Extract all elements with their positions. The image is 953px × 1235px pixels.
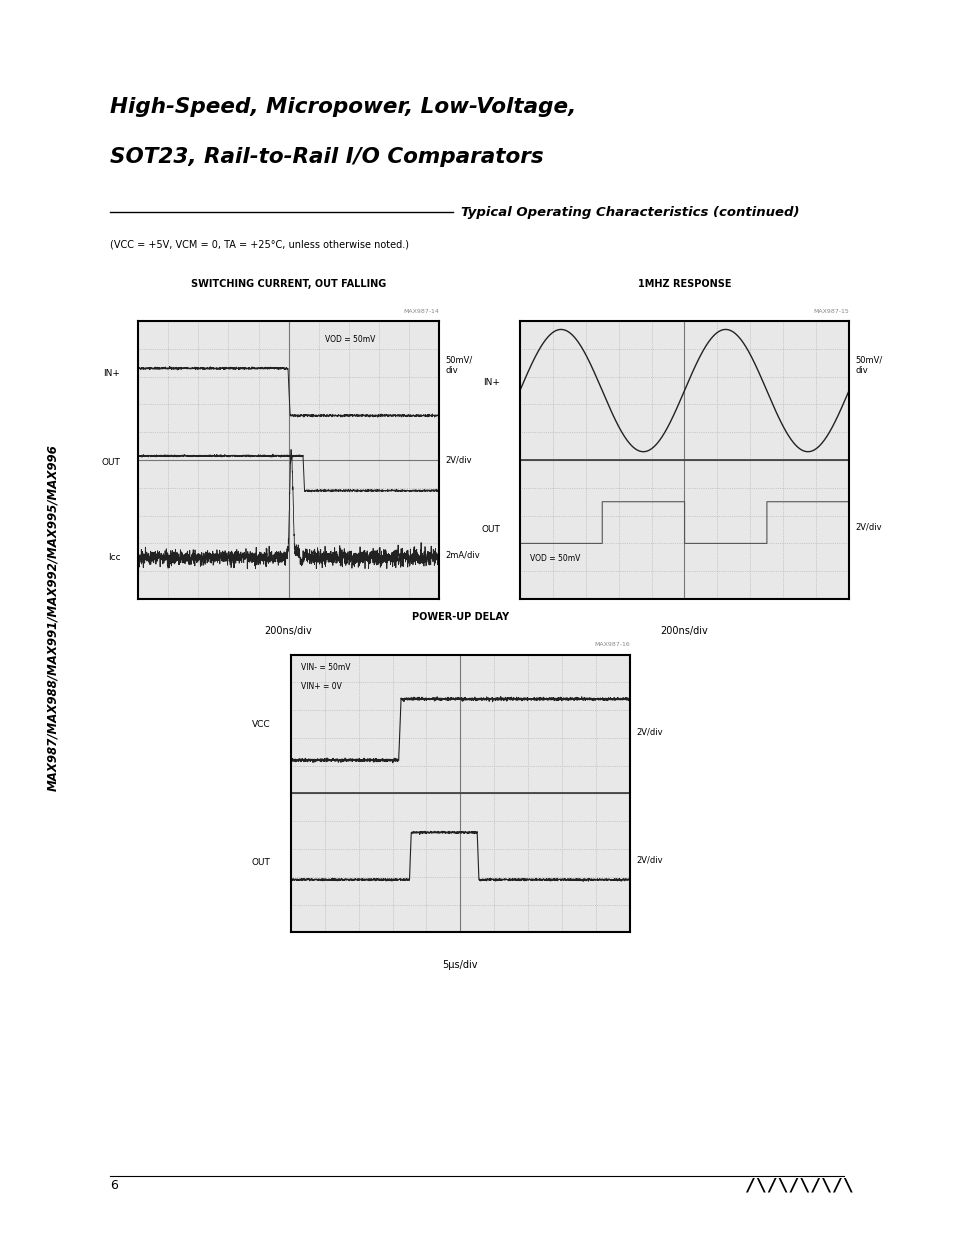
Text: IN+: IN+	[103, 369, 120, 378]
Text: POWER-UP DELAY: POWER-UP DELAY	[412, 613, 508, 622]
Text: SWITCHING CURRENT, OUT FALLING: SWITCHING CURRENT, OUT FALLING	[191, 279, 386, 289]
Text: 2V/div: 2V/div	[855, 522, 882, 531]
Text: VIN+ = 0V: VIN+ = 0V	[301, 683, 341, 692]
Text: 1MHZ RESPONSE: 1MHZ RESPONSE	[637, 279, 731, 289]
Text: 50mV/
div: 50mV/ div	[855, 356, 882, 375]
Text: MAX987-14: MAX987-14	[402, 309, 438, 314]
Text: OUT: OUT	[481, 525, 499, 534]
Text: 50mV/
div: 50mV/ div	[445, 356, 473, 375]
Text: OUT: OUT	[252, 858, 271, 867]
Text: /\/\/\/\/\: /\/\/\/\/\	[744, 1177, 853, 1194]
Text: MAX987-16: MAX987-16	[594, 642, 629, 647]
Text: High-Speed, Micropower, Low-Voltage,: High-Speed, Micropower, Low-Voltage,	[110, 98, 576, 117]
Text: 200ns/div: 200ns/div	[659, 626, 708, 636]
Text: (VCC = +5V, VCM = 0, TA = +25°C, unless otherwise noted.): (VCC = +5V, VCM = 0, TA = +25°C, unless …	[110, 240, 408, 249]
Text: Icc: Icc	[108, 553, 120, 562]
Text: Typical Operating Characteristics (continued): Typical Operating Characteristics (conti…	[460, 206, 799, 219]
Text: VIN- = 50mV: VIN- = 50mV	[301, 663, 351, 672]
Text: MAX987-15: MAX987-15	[813, 309, 848, 314]
Text: MAX987/MAX988/MAX991/MAX992/MAX995/MAX996: MAX987/MAX988/MAX991/MAX992/MAX995/MAX99…	[46, 445, 59, 790]
Text: 2V/div: 2V/div	[636, 856, 662, 864]
Text: SOT23, Rail-to-Rail I/O Comparators: SOT23, Rail-to-Rail I/O Comparators	[110, 147, 543, 167]
Text: 5μs/div: 5μs/div	[442, 960, 477, 969]
Text: 2mA/div: 2mA/div	[445, 550, 479, 559]
Text: 200ns/div: 200ns/div	[264, 626, 313, 636]
Text: OUT: OUT	[101, 458, 120, 467]
Text: 2V/div: 2V/div	[445, 456, 472, 464]
Text: VOD = 50mV: VOD = 50mV	[324, 335, 375, 345]
Text: IN+: IN+	[483, 378, 499, 387]
Text: 2V/div: 2V/div	[636, 727, 662, 737]
Text: VOD = 50mV: VOD = 50mV	[529, 553, 579, 563]
Text: 6: 6	[110, 1179, 117, 1192]
Text: VCC: VCC	[252, 720, 271, 729]
